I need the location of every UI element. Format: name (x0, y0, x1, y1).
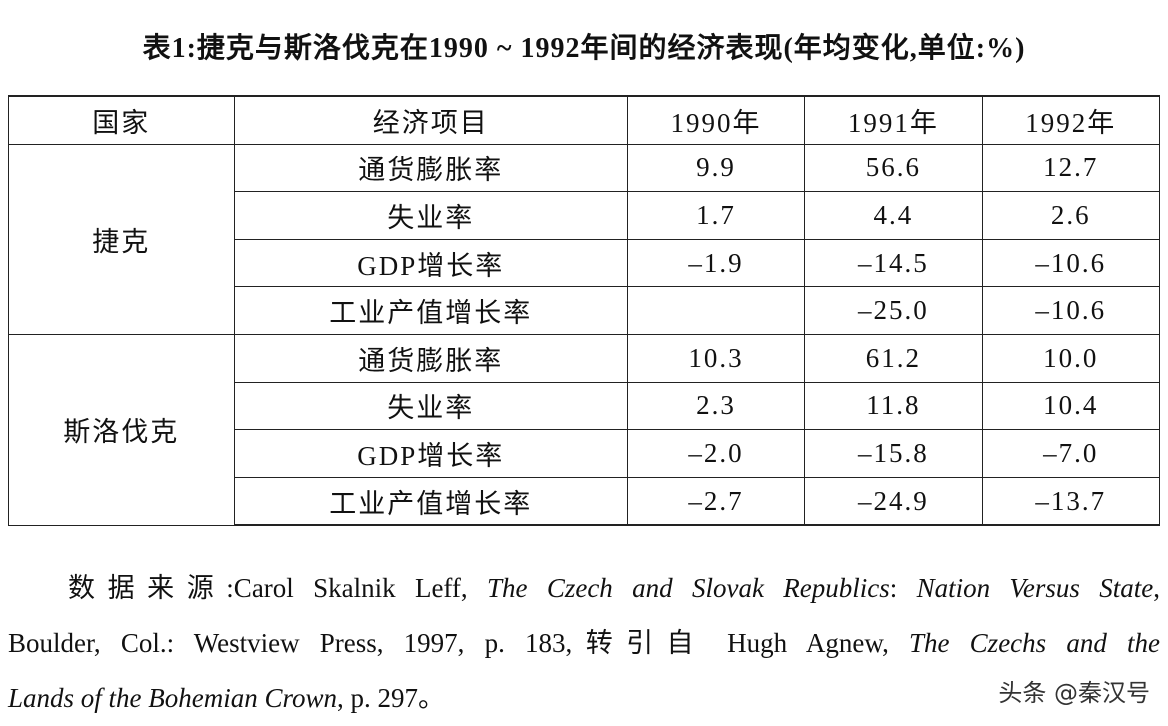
value-cell (626, 286, 806, 335)
country-cell: 捷克 (8, 144, 235, 335)
source-text: 数据来源:Carol Skalnik Leff, (68, 573, 487, 603)
source-text: , p. 297。 (337, 683, 446, 713)
source-line: Boulder, Col.: Westview Press, 1997, p. … (8, 621, 1160, 660)
source-text: , (1153, 573, 1160, 603)
source-text: Nation Versus State (916, 573, 1154, 603)
source-line: 数据来源:Carol Skalnik Leff, The Czech and S… (8, 566, 1160, 605)
table-row: 捷克 通货膨胀率 9.9 56.6 12.7 (8, 144, 1161, 335)
value-cell: 12.7 (981, 144, 1161, 193)
table-row: 斯洛伐克 通货膨胀率 10.3 61.2 10.0 (8, 334, 1161, 526)
value-cell: –15.8 (804, 429, 983, 478)
value-cell: –25.0 (804, 286, 983, 335)
table-row: GDP增长率 –2.0 –15.8 –7.0 (9, 429, 1161, 478)
value-cell: 2.6 (981, 191, 1161, 240)
header-cell: 1990年 (626, 94, 806, 145)
item-cell: 失业率 (233, 382, 628, 431)
table-row: 国家 经济项目 1990年 1991年 1992年 (8, 94, 1161, 145)
table-row: GDP增长率 –1.9 –14.5 –10.6 (9, 239, 1161, 288)
value-cell: 2.3 (626, 382, 806, 431)
table-row: 工业产值增长率 –25.0 –10.6 (9, 286, 1161, 335)
value-cell: –13.7 (981, 477, 1161, 527)
header-cell: 国家 (8, 94, 235, 145)
value-cell: –7.0 (981, 429, 1161, 478)
table-row: 失业率 1.7 4.4 2.6 (9, 191, 1161, 240)
item-cell: 通货膨胀率 (233, 144, 628, 193)
source-line: Lands of the Bohemian Crown, p. 297。 (8, 676, 1160, 715)
item-cell: 失业率 (233, 191, 628, 240)
item-cell: 工业产值增长率 (233, 286, 628, 335)
watermark: 头条 @秦汉号 (998, 679, 1150, 707)
value-cell: –2.0 (626, 429, 806, 478)
table-row: 失业率 2.3 11.8 10.4 (9, 382, 1161, 431)
value-cell: 61.2 (804, 334, 983, 383)
country-cell: 斯洛伐克 (8, 334, 235, 526)
source-text: Boulder, Col.: Westview Press, 1997, p. … (8, 628, 909, 658)
value-cell: –24.9 (804, 477, 983, 527)
source-text: The Czech and Slovak Republics (487, 573, 890, 603)
value-cell: –14.5 (804, 239, 983, 288)
source-text: The Czechs and the (909, 628, 1161, 658)
value-cell: 9.9 (626, 144, 806, 193)
value-cell: 11.8 (804, 382, 983, 431)
value-cell: 10.0 (981, 334, 1161, 383)
value-cell: –2.7 (626, 477, 806, 527)
item-cell: GDP增长率 (233, 239, 628, 288)
value-cell: –1.9 (626, 239, 806, 288)
value-cell: 4.4 (804, 191, 983, 240)
header-cell: 1991年 (804, 94, 983, 145)
item-cell: 通货膨胀率 (233, 334, 628, 383)
source-text: Lands of the Bohemian Crown (8, 683, 338, 713)
item-cell: GDP增长率 (233, 429, 628, 478)
value-cell: 56.6 (804, 144, 983, 193)
header-cell: 1992年 (981, 94, 1161, 145)
source-text: : (889, 573, 917, 603)
value-cell: 1.7 (626, 191, 806, 240)
value-cell: –10.6 (981, 239, 1161, 288)
data-table: 国家 经济项目 1990年 1991年 1992年 捷克 通货膨胀率 9.9 56.6 12.7 失… (8, 94, 1161, 527)
table-row: 工业产值增长率 –2.7 –24.9 –13.7 (9, 477, 1161, 527)
value-cell: 10.4 (981, 382, 1161, 431)
item-cell: 工业产值增长率 (233, 477, 628, 527)
table-title: 表1:捷克与斯洛伐克在1990 ~ 1992年间的经济表现(年均变化,单位:%) (142, 33, 1026, 64)
value-cell: 10.3 (626, 334, 806, 383)
value-cell: –10.6 (981, 286, 1161, 335)
header-cell: 经济项目 (233, 94, 628, 145)
